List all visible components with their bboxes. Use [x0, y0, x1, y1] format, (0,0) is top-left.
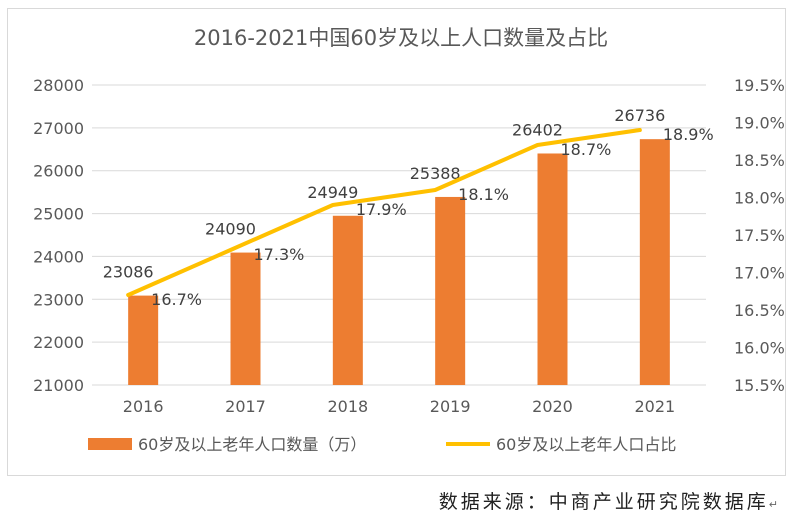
bar: [128, 295, 159, 385]
line-value-label: 18.1%: [458, 185, 509, 204]
legend-label-line: 60岁及以上老年人口占比: [496, 435, 676, 454]
y2-tick-label: 18.0%: [734, 189, 785, 208]
line-value-label: 17.9%: [356, 200, 407, 219]
y2-tick-label: 16.5%: [734, 301, 785, 320]
y2-tick-label: 17.0%: [734, 264, 785, 283]
line-value-label: 17.3%: [254, 245, 305, 264]
y2-tick-label: 18.5%: [734, 151, 785, 170]
source-text: 数据来源：中商产业研究院数据库: [438, 491, 769, 513]
y-tick-label: 26000: [33, 162, 84, 181]
line-value-label: 18.7%: [561, 140, 612, 159]
bar: [332, 215, 363, 385]
line-value-label: 16.7%: [151, 290, 202, 309]
combo-chart: 2016-2021中国60岁及以上人口数量及占比 21000 22000 23000 2…: [33, 26, 785, 454]
y-tick-label: 25000: [33, 205, 84, 224]
y2-tick-label: 16.0%: [734, 339, 785, 358]
x-tick-label: 2017: [225, 397, 266, 416]
legend-swatch-bar: [88, 438, 132, 450]
y-tick-label: 24000: [33, 247, 84, 266]
bar: [230, 252, 261, 385]
line-series: [126, 128, 642, 297]
bar: [537, 153, 568, 385]
bar: [639, 139, 670, 385]
x-tick-label: 2019: [430, 397, 471, 416]
y-tick-label: 28000: [33, 76, 84, 95]
y2-tick-label: 19.5%: [734, 76, 785, 95]
y-tick-label: 23000: [33, 290, 84, 309]
bar-value-label: 25388: [410, 164, 461, 183]
bar: [435, 196, 466, 385]
return-mark: ↵: [768, 498, 778, 511]
x-tick-label: 2016: [123, 397, 164, 416]
x-tick-label: 2021: [634, 397, 675, 416]
y2-tick-label: 15.5%: [734, 376, 785, 395]
line-value-label: 18.9%: [663, 125, 714, 144]
y-tick-label: 27000: [33, 119, 84, 138]
bar-value-label: 26736: [614, 106, 665, 125]
y-tick-label: 22000: [33, 333, 84, 352]
y2-tick-label: 17.5%: [734, 226, 785, 245]
source-note: 数据来源：中商产业研究院数据库↵: [439, 487, 778, 514]
legend-label-bar: 60岁及以上老年人口数量（万）: [138, 435, 366, 454]
x-tick-label: 2018: [327, 397, 368, 416]
bar-value-label: 24949: [307, 183, 358, 202]
y2-tick-label: 19.0%: [734, 114, 785, 133]
bar-value-label: 23086: [103, 263, 154, 282]
chart-title: 2016-2021中国60岁及以上人口数量及占比: [194, 26, 608, 50]
y-tick-label: 21000: [33, 376, 84, 395]
bar-value-label: 24090: [205, 220, 256, 239]
bar-value-label: 26402: [512, 120, 563, 139]
x-tick-label: 2020: [532, 397, 573, 416]
